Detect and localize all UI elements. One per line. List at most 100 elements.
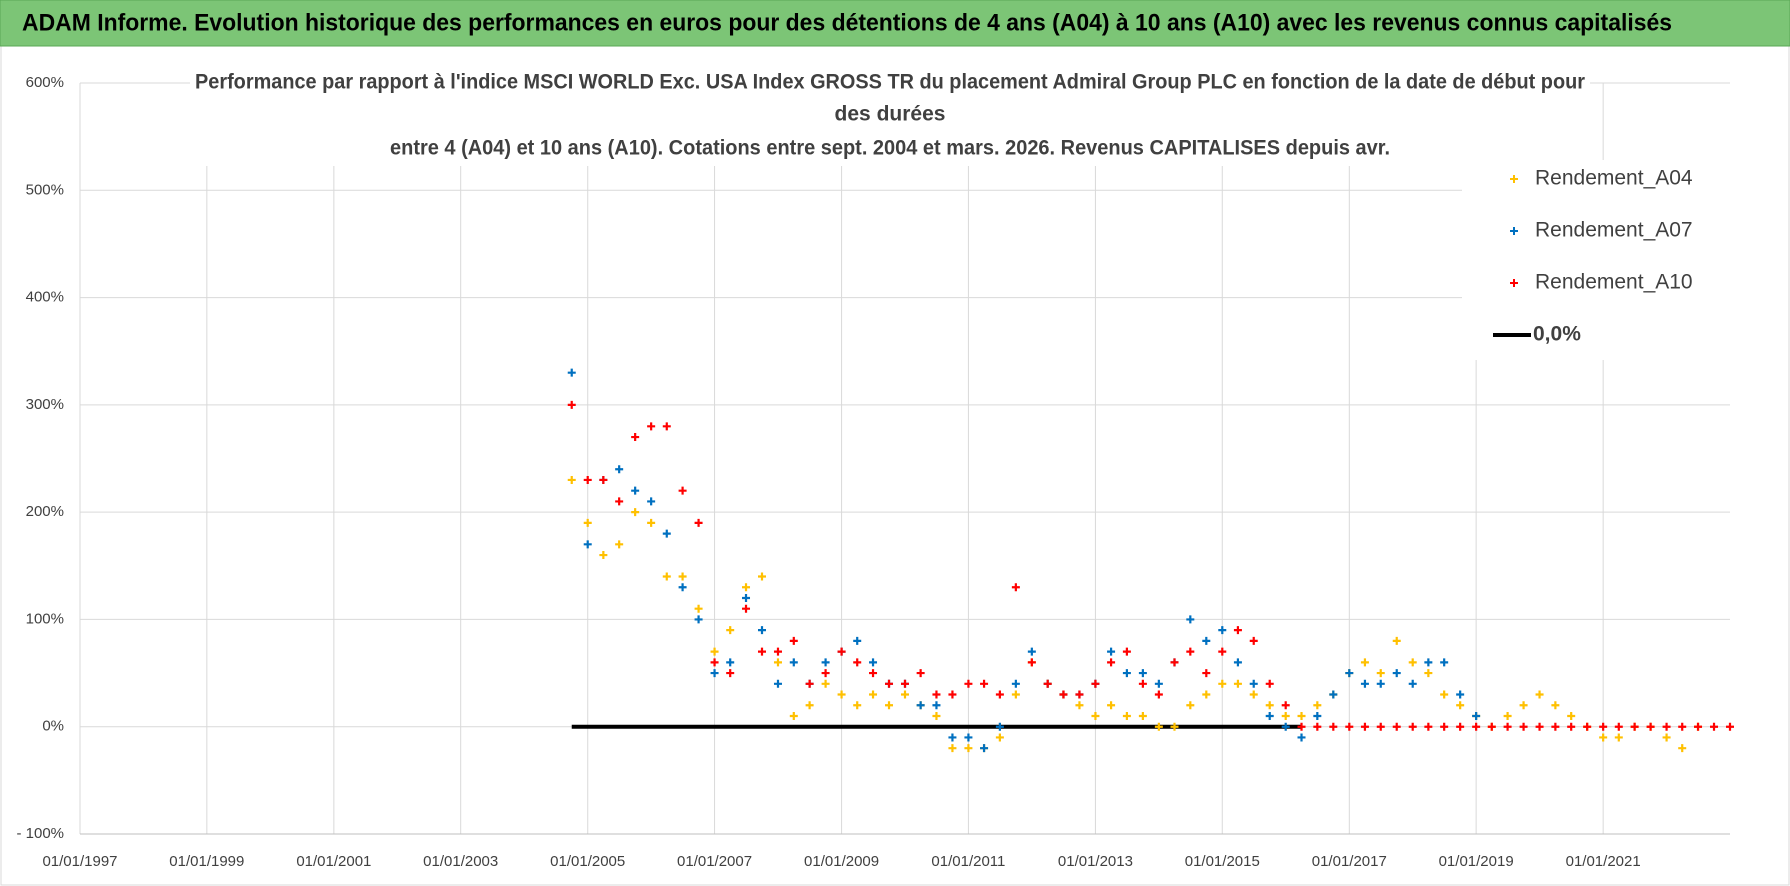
data-point xyxy=(726,658,735,667)
data-point xyxy=(567,475,576,484)
data-point xyxy=(1408,679,1417,688)
data-point xyxy=(1265,711,1274,720)
x-tick-label: 01/01/1997 xyxy=(42,853,117,870)
data-point xyxy=(1107,658,1116,667)
data-point xyxy=(662,572,671,581)
data-point xyxy=(1392,669,1401,678)
data-point xyxy=(757,647,766,656)
data-point xyxy=(1091,679,1100,688)
data-point xyxy=(1360,658,1369,667)
data-point xyxy=(1376,669,1385,678)
data-point xyxy=(1297,722,1306,731)
legend-swatch xyxy=(1510,175,1518,183)
data-point xyxy=(1440,658,1449,667)
data-point xyxy=(1329,690,1338,699)
data-point xyxy=(1360,722,1369,731)
x-tick-label: 01/01/2013 xyxy=(1058,853,1133,870)
data-point xyxy=(853,701,862,710)
data-point xyxy=(1551,701,1560,710)
data-point xyxy=(1075,690,1084,699)
data-point xyxy=(1297,733,1306,742)
data-point xyxy=(1138,679,1147,688)
legend-label: Rendement_A10 xyxy=(1535,271,1693,294)
data-point xyxy=(1345,722,1354,731)
data-point xyxy=(678,583,687,592)
data-point xyxy=(1138,711,1147,720)
data-point xyxy=(742,604,751,613)
data-point xyxy=(647,422,656,431)
data-point xyxy=(678,486,687,495)
x-tick-label: 01/01/2019 xyxy=(1439,853,1514,870)
x-tick-label: 01/01/2021 xyxy=(1566,853,1641,870)
data-point xyxy=(678,572,687,581)
data-point xyxy=(1218,647,1227,656)
data-point xyxy=(742,583,751,592)
data-point xyxy=(901,690,909,699)
x-tick-label: 01/01/1999 xyxy=(169,853,244,870)
data-point xyxy=(1107,701,1116,710)
data-point xyxy=(1202,669,1211,678)
data-point xyxy=(1376,679,1385,688)
legend-bg xyxy=(1462,160,1730,360)
data-point xyxy=(1440,722,1449,731)
data-point xyxy=(789,658,798,667)
data-point xyxy=(773,658,782,667)
data-point xyxy=(1630,722,1639,731)
legend-label: Rendement_A07 xyxy=(1535,219,1693,242)
y-tick-label: 200% xyxy=(26,503,64,520)
data-point xyxy=(1233,679,1242,688)
data-point xyxy=(726,669,735,678)
data-point xyxy=(869,690,878,699)
data-point xyxy=(1583,722,1592,731)
data-point xyxy=(615,465,624,474)
data-point xyxy=(1218,679,1227,688)
data-point xyxy=(1424,722,1433,731)
data-point xyxy=(948,744,957,753)
data-point xyxy=(995,722,1004,731)
header-bar xyxy=(0,0,1790,47)
data-point xyxy=(710,658,719,667)
data-point xyxy=(1614,733,1623,742)
data-point xyxy=(995,733,1004,742)
data-point xyxy=(615,497,624,506)
data-point xyxy=(1392,636,1401,645)
data-point xyxy=(1376,722,1385,731)
data-point xyxy=(821,669,830,678)
data-point xyxy=(1059,690,1068,699)
data-point xyxy=(932,711,941,720)
data-point xyxy=(853,636,862,645)
data-point xyxy=(1313,701,1322,710)
data-point xyxy=(948,733,957,742)
data-point xyxy=(773,647,782,656)
data-point xyxy=(647,497,656,506)
data-point xyxy=(1424,658,1433,667)
data-point xyxy=(1027,647,1036,656)
data-point xyxy=(1678,744,1687,753)
data-point xyxy=(1011,583,1020,592)
data-point xyxy=(1472,711,1481,720)
data-point xyxy=(1662,722,1671,731)
y-tick-label: 400% xyxy=(26,289,64,306)
data-point xyxy=(1122,669,1131,678)
data-point xyxy=(964,733,973,742)
data-point xyxy=(1646,722,1655,731)
y-tick-label: 600% xyxy=(26,74,64,91)
data-point xyxy=(1710,722,1719,731)
data-point xyxy=(1313,711,1322,720)
x-tick-label: 01/01/2011 xyxy=(931,853,1005,870)
data-point xyxy=(1011,679,1020,688)
data-point xyxy=(932,690,941,699)
data-point xyxy=(1091,711,1100,720)
data-point xyxy=(837,690,846,699)
data-point xyxy=(631,508,640,517)
data-point xyxy=(1154,690,1163,699)
data-point xyxy=(1107,647,1116,656)
data-point xyxy=(583,475,592,484)
data-point xyxy=(694,518,703,527)
data-point xyxy=(869,669,878,678)
data-point xyxy=(1456,690,1465,699)
y-tick-label: 0% xyxy=(42,718,64,735)
data-point xyxy=(583,518,592,527)
data-point xyxy=(1233,658,1242,667)
